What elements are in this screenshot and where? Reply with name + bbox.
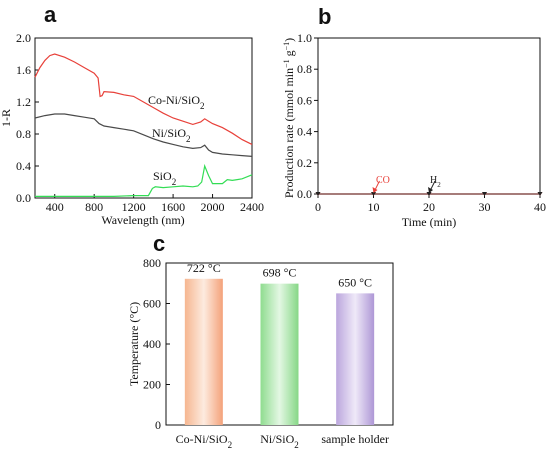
panel-b-ticks: 0 10 20 30 40 0.0 0.2 0.4 0.6 0.8 1.0 (297, 31, 546, 214)
panel-b-x-axis-label: Time (min) (402, 215, 457, 229)
panel-a: 400 800 1200 1600 2000 2400 0.0 0.4 0.8 1.2 1.6 2.0… (0, 31, 264, 227)
bar-ni-sio2 (260, 283, 299, 425)
legend-label-co-ni-sio2-main: Co-Ni/SiO (148, 93, 200, 107)
legend-label-co-ni-sio2: Co-Ni/SiO2 (148, 93, 205, 111)
panel-c-y-tick-label: 600 (143, 297, 161, 311)
panel-b-y-tick-label: 0.4 (297, 125, 312, 139)
annotation-co: CO (376, 175, 390, 186)
legend-label-ni-sio2-main: Ni/SiO (152, 126, 186, 140)
series-line-sio2 (35, 163, 253, 197)
legend-label-sio2: SiO2 (153, 169, 176, 187)
legend-label-ni-sio2-sub: 2 (186, 134, 191, 144)
series-point-h2 (315, 192, 321, 196)
bar-sample-holder (336, 293, 375, 425)
panel-b-y-axis-label-main: Production rate (mmol min (282, 68, 296, 198)
bar-category-label-sample-holder: sample holder (321, 432, 389, 446)
bar-co-ni-sio2 (184, 278, 223, 425)
panel-a-y-axis-label: 1-R (0, 109, 13, 127)
panel-b: 0 10 20 30 40 0.0 0.2 0.4 0.6 0.8 1.0 Time (min) P… (282, 31, 547, 229)
panel-a-x-tick-label: 1200 (122, 200, 146, 214)
panel-b-x-tick-label: 0 (315, 200, 321, 214)
bar-category-label-sub: 2 (294, 440, 299, 450)
panel-b-plot-frame (317, 37, 541, 195)
annotation-h2-sub: 2 (437, 181, 441, 189)
panel-a-y-tick-label: 1.2 (16, 95, 31, 109)
panel-a-x-tick-label: 1600 (161, 200, 185, 214)
panel-b-y-axis-label-mid: g (282, 50, 296, 59)
panel-a-ticks: 400 800 1200 1600 2000 2400 0.0 0.4 0.8 1.2 1.6 2.0 (16, 31, 264, 214)
bar-category-label-ni-sio2: Ni/SiO2 (260, 432, 299, 450)
series-point-h2 (371, 192, 376, 196)
panel-letter-c: c (153, 231, 165, 256)
panel-b-annotation-arrows (372, 180, 436, 193)
panel-a-y-tick-label: 1.6 (16, 63, 31, 77)
bar-category-label-main: Ni/SiO (260, 432, 294, 446)
panel-c-y-axis-label: Temperature (°C) (127, 302, 141, 386)
panel-a-x-tick-label: 800 (85, 200, 103, 214)
panel-b-y-tick-label: 0.0 (297, 187, 312, 201)
legend-label-co-ni-sio2-sub: 2 (200, 101, 205, 111)
bar-category-label-main: Co-Ni/SiO (176, 432, 228, 446)
bar-value-label-sample-holder: 650 °C (338, 275, 372, 289)
series-point-h2 (426, 192, 432, 196)
legend-label-sio2-main: SiO (153, 169, 172, 183)
panel-b-y-axis-label-end: ) (282, 38, 296, 42)
panel-b-lines (315, 192, 543, 196)
series-point-h2 (482, 192, 487, 196)
panel-b-y-tick-label: 0.8 (297, 62, 312, 76)
panel-a-y-tick-label: 2.0 (16, 31, 31, 45)
legend-label-ni-sio2: Ni/SiO2 (152, 126, 191, 144)
series-point-h2 (537, 192, 543, 196)
annotation-h2: H2 (430, 175, 441, 189)
panel-c-y-tick-label: 0 (155, 418, 161, 432)
panel-b-x-tick-label: 10 (368, 200, 380, 214)
panel-b-y-tick-label: 0.6 (297, 93, 312, 107)
annotation-co-main: CO (376, 175, 390, 186)
bar-value-label-ni-sio2: 698 °C (263, 266, 297, 280)
panel-b-x-tick-label: 30 (479, 200, 491, 214)
panel-b-y-tick-label: 1.0 (297, 31, 312, 45)
bar-category-label-co-ni-sio2: Co-Ni/SiO2 (176, 432, 233, 450)
panel-b-y-axis-label-sup2: −1 (282, 42, 291, 51)
panel-a-x-tick-label: 2000 (201, 200, 225, 214)
panel-c-y-tick-label: 400 (143, 337, 161, 351)
panel-a-y-tick-label: 0.4 (16, 159, 31, 173)
panel-b-x-tick-label: 20 (423, 200, 435, 214)
panel-c-ticks: 0 200 400 600 800 (143, 256, 170, 432)
panel-a-plot-frame (34, 37, 253, 199)
annotation-arrow-head (428, 187, 433, 193)
bar-value-label-co-ni-sio2: 722 °C (187, 261, 221, 275)
legend-label-sio2-sub: 2 (172, 177, 177, 187)
panel-c-y-tick-label: 200 (143, 378, 161, 392)
panel-a-lines (34, 53, 253, 197)
panel-b-y-axis-label-sup1: −1 (282, 59, 291, 68)
panel-b-x-tick-label: 40 (534, 200, 546, 214)
series-line-co-ni-sio2 (34, 53, 253, 145)
bar-category-label-main: sample holder (321, 432, 389, 446)
panel-letter-a: a (44, 2, 57, 27)
panel-a-y-tick-label: 0.8 (16, 127, 31, 141)
series-line-ni-sio2 (34, 113, 253, 157)
bar-category-label-sub: 2 (228, 440, 233, 450)
panel-a-x-axis-label: Wavelength (nm) (101, 213, 184, 227)
panel-a-y-tick-label: 0.0 (16, 191, 31, 205)
panel-letter-b: b (318, 4, 331, 29)
panel-a-x-tick-label: 2400 (240, 200, 264, 214)
annotation-arrow-head (372, 187, 378, 193)
panel-c-y-tick-label: 800 (143, 256, 161, 270)
panel-b-y-tick-label: 0.2 (297, 156, 312, 170)
panel-b-y-axis-label: Production rate (mmol min−1 g−1) (282, 38, 297, 198)
annotation-h2-main: H (430, 175, 437, 186)
panel-a-x-tick-label: 400 (46, 200, 64, 214)
